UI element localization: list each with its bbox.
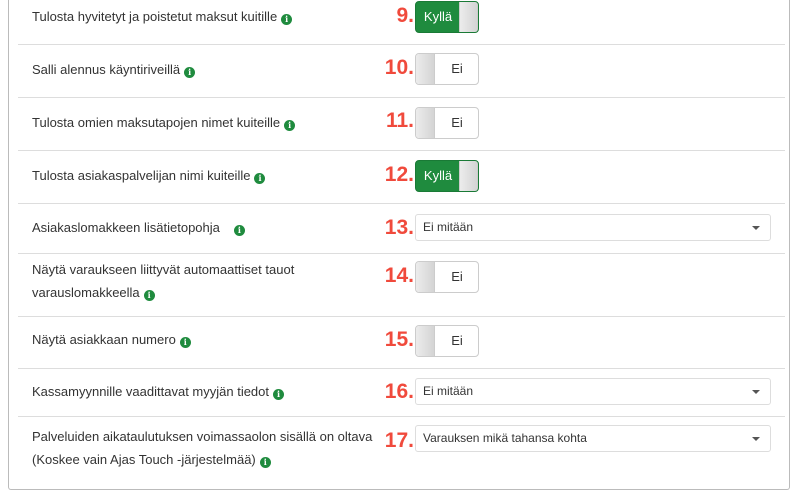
label-text: Näytä varaukseen liittyvät automaattiset…: [32, 262, 295, 277]
label-text: Salli alennus käyntiriveillä: [32, 62, 181, 77]
step-number: 17.: [384, 429, 414, 452]
setting-label: Näytä asiakkaan numero i: [32, 328, 392, 351]
info-icon[interactable]: i: [281, 14, 293, 25]
setting-label: Tulosta asiakaspalvelijan nimi kuiteille…: [32, 164, 392, 187]
schedule-validity-select[interactable]: Varauksen mikä tahansa kohta: [415, 425, 771, 452]
label-text: Tulosta asiakaspalvelijan nimi kuiteille: [32, 168, 251, 183]
setting-label: Salli alennus käyntiriveillä i: [32, 58, 392, 81]
settings-panel: [8, 0, 790, 490]
print-staff-name-toggle[interactable]: Kyllä: [415, 160, 479, 192]
info-icon[interactable]: i: [233, 225, 245, 236]
toggle-label: Ei: [451, 115, 463, 130]
divider: [18, 316, 785, 317]
info-icon[interactable]: i: [284, 120, 296, 131]
setting-label: Tulosta omien maksutapojen nimet kuiteil…: [32, 111, 392, 134]
label-text: varauslomakkeella: [32, 285, 140, 300]
toggle-knob: [416, 54, 435, 84]
label-text: Palveluiden aikataulutuksen voimassaolon…: [32, 429, 373, 444]
allow-discount-toggle[interactable]: Ei: [415, 53, 479, 85]
step-number: 11.: [385, 109, 414, 132]
toggle-label: Ei: [451, 269, 463, 284]
select-value: Varauksen mikä tahansa kohta: [423, 431, 587, 445]
divider: [18, 253, 785, 254]
print-refunds-toggle[interactable]: Kyllä: [415, 1, 479, 33]
toggle-label: Kyllä: [423, 168, 453, 183]
label-text: Tulosta omien maksutapojen nimet kuiteil…: [32, 115, 281, 130]
divider: [18, 44, 785, 45]
step-number: 12.: [384, 163, 414, 186]
info-icon[interactable]: i: [273, 389, 285, 400]
info-icon[interactable]: i: [143, 290, 155, 301]
divider: [18, 150, 785, 151]
label-text: Kassamyynnille vaadittavat myyjän tiedot: [32, 384, 270, 399]
toggle-label: Ei: [451, 61, 463, 76]
toggle-label: Ei: [451, 333, 463, 348]
print-payment-names-toggle[interactable]: Ei: [415, 107, 479, 139]
label-text: (Koskee vain Ajas Touch -järjestelmää): [32, 452, 256, 467]
step-number: 14.: [384, 264, 414, 287]
label-text: Näytä asiakkaan numero: [32, 332, 176, 347]
setting-label: Kassamyynnille vaadittavat myyjän tiedot…: [32, 380, 392, 403]
divider: [18, 416, 785, 417]
info-icon[interactable]: i: [184, 67, 196, 78]
select-value: Ei mitään: [423, 384, 474, 398]
divider: [18, 97, 785, 98]
seller-info-select[interactable]: Ei mitään: [415, 378, 771, 405]
customer-form-template-select[interactable]: Ei mitään: [415, 214, 771, 241]
toggle-knob: [459, 161, 478, 191]
show-customer-number-toggle[interactable]: Ei: [415, 325, 479, 357]
caret-down-icon: [752, 226, 760, 230]
caret-down-icon: [752, 437, 760, 441]
divider: [18, 368, 785, 369]
info-icon[interactable]: i: [179, 337, 191, 348]
setting-label: Tulosta hyvitetyt ja poistetut maksut ku…: [32, 5, 392, 28]
divider: [18, 203, 785, 204]
info-icon[interactable]: i: [254, 173, 266, 184]
select-value: Ei mitään: [423, 220, 474, 234]
step-number: 9.: [396, 4, 414, 27]
setting-label: Näytä varaukseen liittyvät automaattiset…: [32, 258, 392, 304]
label-text: Tulosta hyvitetyt ja poistetut maksut ku…: [32, 9, 278, 24]
toggle-knob: [416, 326, 435, 356]
show-auto-breaks-toggle[interactable]: Ei: [415, 261, 479, 293]
label-text: Asiakaslomakkeen lisätietopohja: [32, 220, 220, 235]
step-number: 13.: [384, 216, 414, 239]
toggle-label: Kyllä: [423, 9, 453, 24]
toggle-knob: [416, 108, 435, 138]
step-number: 10.: [384, 56, 414, 79]
caret-down-icon: [752, 390, 760, 394]
step-number: 16.: [384, 380, 414, 403]
setting-label: Asiakaslomakkeen lisätietopohja i: [32, 216, 392, 239]
toggle-knob: [416, 262, 435, 292]
setting-label: Palveluiden aikataulutuksen voimassaolon…: [32, 425, 392, 471]
toggle-knob: [459, 2, 478, 32]
step-number: 15.: [384, 328, 414, 351]
info-icon[interactable]: i: [259, 457, 271, 468]
